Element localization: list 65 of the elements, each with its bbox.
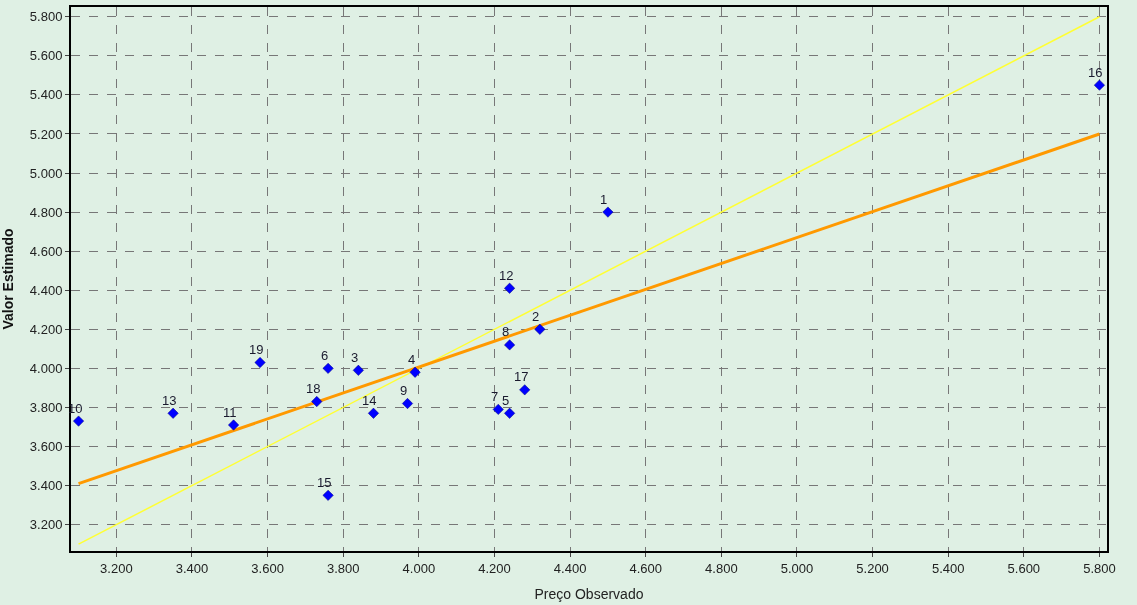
annotation: 4: [408, 352, 416, 367]
point: [228, 419, 240, 431]
annotation: 11: [223, 405, 237, 420]
annotation: 9: [400, 383, 408, 398]
annotation: 16: [1088, 65, 1103, 80]
x-tick-label: 4.600: [629, 560, 662, 576]
x-tick-label: 3.200: [100, 560, 133, 576]
x-axis-title: Preço Observado: [534, 586, 644, 603]
point: [409, 366, 421, 378]
annotation: 1: [600, 192, 608, 207]
annotation: 18: [306, 381, 321, 396]
point: [534, 323, 546, 335]
x-tick-label: 5.400: [931, 560, 965, 576]
annotation: 17: [514, 369, 529, 384]
point: [254, 357, 266, 368]
point: [311, 396, 323, 408]
y-tick-label: 3.400: [29, 478, 63, 494]
annotation: 6: [321, 348, 329, 363]
y-tick-label: 5.000: [29, 165, 63, 181]
point: [402, 398, 413, 409]
annotation: 2: [532, 309, 540, 324]
y-tick-label: 5.600: [29, 48, 63, 64]
y-axis-title: Valor Estimado: [0, 228, 16, 330]
point: [167, 407, 179, 419]
annotation: 14: [362, 393, 377, 408]
point: [504, 407, 516, 419]
y-tick-label: 5.200: [29, 126, 63, 142]
point: [322, 362, 334, 374]
x-tick-label: 5.800: [1083, 560, 1116, 576]
x-tick-label: 4.800: [705, 560, 738, 576]
point: [352, 364, 364, 376]
x-tick-label: 4.200: [478, 560, 511, 576]
point: [1093, 79, 1105, 91]
point: [504, 282, 516, 294]
x-tick-label: 4.000: [402, 560, 436, 576]
annotation: 7: [491, 389, 499, 404]
point: [519, 384, 531, 396]
y-tick-label: 3.800: [29, 399, 63, 415]
point: [492, 403, 504, 415]
y-tick-label: 4.600: [29, 243, 63, 259]
point: [602, 206, 614, 218]
y-tick-label: 3.200: [29, 517, 63, 533]
annotation: 19: [249, 342, 264, 357]
x-tick-label: 5.200: [856, 560, 889, 576]
y-tick-label: 4.400: [29, 282, 63, 298]
x-tick-label: 3.600: [251, 560, 284, 576]
annotation: 13: [162, 393, 177, 408]
x-tick-label: 5.000: [780, 560, 814, 576]
point: [504, 339, 516, 351]
x-tick-label: 5.600: [1007, 560, 1041, 576]
y-tick-label: 4.800: [29, 204, 63, 220]
x-tick-label: 3.400: [175, 560, 209, 576]
y-tick-label: 5.800: [29, 9, 63, 25]
annotation: 12: [499, 268, 514, 283]
y-tick-label: 3.600: [29, 439, 63, 455]
point: [73, 415, 85, 427]
annotation: 5: [502, 393, 510, 408]
y-tick-label: 5.400: [29, 87, 63, 103]
annotation: 3: [351, 350, 359, 365]
point: [322, 489, 334, 501]
y-tick-label: 4.000: [29, 360, 63, 376]
point: [368, 407, 379, 419]
x-tick-label: 3.800: [326, 560, 360, 576]
y-tick-label: 4.200: [29, 321, 63, 337]
x-tick-label: 4.400: [553, 560, 587, 576]
